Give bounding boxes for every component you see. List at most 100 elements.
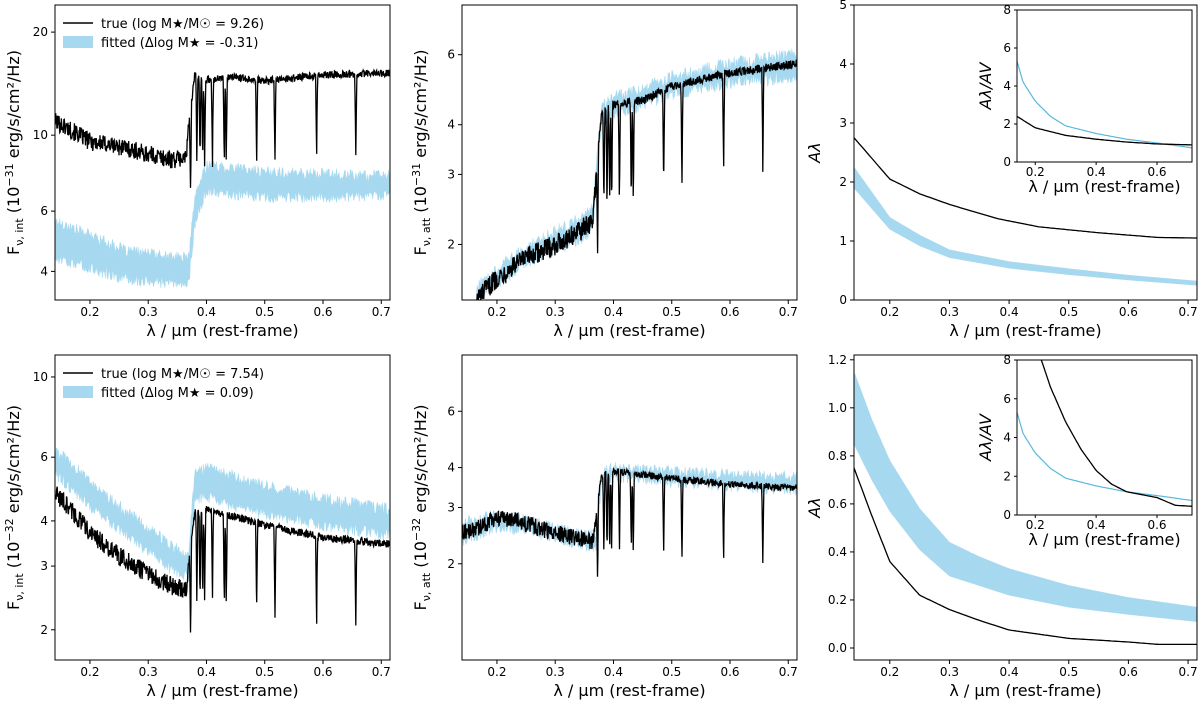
p6-inset-ytick-label: 2 [1003,469,1011,483]
p3-xtick-label: 0.7 [1179,305,1198,319]
p6-inset-frame [1016,359,1193,516]
p3-inset-bg [971,6,1196,200]
p3-true-curve [854,137,1197,239]
p2-ytick-label: 3 [447,167,455,181]
p1-ylabel-exp: −31 [3,163,16,186]
p6-ylabel: Aλ [805,497,824,518]
p5-ylabel: Fν, att (10−32 erg/s/cm²/Hz) [410,405,433,611]
p6-xtick-label: 0.2 [880,665,899,679]
p2-ylabel-main: F [411,246,430,255]
p2-ytick-label: 4 [447,118,455,132]
p3-ytick-label: 2 [839,175,847,189]
p3-inset-xtick-label: 0.2 [1026,165,1045,179]
p2-xtick-label: 0.3 [546,305,565,319]
p4-ytick-label: 6 [40,450,48,464]
p4-ylabel-end: erg/s/cm²/Hz) [4,405,23,518]
p3-ytick-label: 1 [839,234,847,248]
p6-true-curve [854,467,1197,646]
p6-inset-ytick-label: 0 [1003,508,1011,522]
p6-inset-ytick-label: 6 [1003,392,1011,406]
p3-xtick-label: 0.4 [1000,305,1019,319]
panel-p4: 0.2 0.3 0.4 0.5 0.6 0.7 2 3 4 6 10 λ / µm (rest-fra… [3,354,391,700]
p6-inset-ylabel: Aλ/AV [976,413,995,462]
p3-xtick-label: 0.5 [1059,305,1078,319]
p5-xtick-label: 0.6 [720,665,739,679]
panel-p6: 0.2 0.3 0.4 0.5 0.6 0.7 0.0 0.2 0.4 0.6 0.8 1.0 1.2 λ… [805,353,1198,700]
p6-inset-ytick-label: 8 [1003,353,1011,367]
p3-inset-ytick-label: 8 [1003,3,1011,17]
p5-ylabel-main: F [411,601,430,610]
p1-ytick-label: 4 [40,264,48,278]
p6-ytick-label: 1.0 [828,401,847,415]
p1-legend-fit-swatch [63,36,93,48]
p3-inset-ytick-label: 4 [1003,79,1011,93]
panel-p2: 0.2 0.3 0.4 0.5 0.6 0.7 2 3 4 6 λ / µm (rest-frame… [410,4,798,340]
p2-ylabel-rest: (10 [411,186,430,218]
p5-xtick-label: 0.7 [779,665,798,679]
p6-xtick-label: 0.5 [1059,665,1078,679]
p6-xlabel: λ / µm (rest-frame) [949,681,1101,700]
p6-xtick-label: 0.7 [1179,665,1198,679]
p6-inset-true-curve [1040,360,1192,507]
p4-xtick-label: 0.6 [313,665,332,679]
p4-fitted-band [55,447,390,583]
p4-xtick-label: 0.2 [80,665,99,679]
p6-inset-xtick-label: 0.6 [1147,518,1166,532]
p3-ytick-label: 0 [839,293,847,307]
p5-xtick-label: 0.4 [604,665,623,679]
p3-inset: 0.2 0.4 0.6 0 2 4 6 8 λ / µm (rest-frame) Aλ/AV [971,3,1196,200]
p5-xtick-label: 0.3 [546,665,565,679]
p5-ylabel-rest: (10 [411,541,430,573]
p1-ylabel-rest: (10 [4,187,23,219]
p5-xtick-label: 0.5 [662,665,681,679]
p6-xtick-label: 0.6 [1119,665,1138,679]
p3-fitted-band [854,166,1197,286]
p6-inset-xlabel: λ / µm (rest-frame) [1028,530,1180,549]
p4-true-curve [55,486,390,633]
p4-ylabel: Fν, int (10−32 erg/s/cm²/Hz) [3,405,26,610]
p1-ytick-label: 20 [33,25,48,39]
p3-ytick-label: 4 [839,57,847,71]
p4-xtick-label: 0.5 [255,665,274,679]
p5-ytick-label: 6 [447,404,455,418]
p4-xtick-label: 0.7 [372,665,391,679]
p6-inset-ytick-label: 4 [1003,431,1011,445]
p5-frame [461,354,798,661]
p2-ytick-label: 6 [447,48,455,62]
p6-plot-area [854,371,1197,646]
panel-p1: 0.2 0.3 0.4 0.5 0.6 0.7 4 6 10 20 λ / µm (rest-fra… [3,4,391,340]
p2-xtick-label: 0.6 [720,305,739,319]
p4-ytick-label: 2 [40,623,48,637]
p3-ylabel: Aλ [805,142,824,163]
p2-fitted-band [476,48,797,300]
panel-p3: 0.2 0.3 0.4 0.5 0.6 0.7 0 1 2 3 4 5 λ / µm (rest-fra… [805,0,1198,340]
p4-ylabel-sub: ν, int [13,573,26,601]
p5-ylabel-end: erg/s/cm²/Hz) [411,405,430,518]
p4-xlabel: λ / µm (rest-frame) [146,681,298,700]
p6-inset: 0.2 0.4 0.6 0 2 4 6 8 λ / µm (rest-frame) Aλ/AV [971,353,1196,553]
p2-xtick-label: 0.5 [662,305,681,319]
p3-xtick-label: 0.6 [1119,305,1138,319]
p4-legend-true-label: true (log M★/M☉ = 7.54) [101,367,264,382]
p1-xtick-label: 0.3 [139,305,158,319]
p1-true-curve [55,68,390,188]
p5-xlabel: λ / µm (rest-frame) [553,681,705,700]
p1-xtick-label: 0.4 [197,305,216,319]
p4-ylabel-main: F [4,601,23,610]
p1-ylabel-main: F [4,246,23,255]
p1-xtick-label: 0.5 [255,305,274,319]
p3-inset-ytick-label: 6 [1003,41,1011,55]
p1-ylabel-end: erg/s/cm²/Hz) [4,50,23,163]
p2-plot-area [476,48,797,300]
p4-ylabel-rest: (10 [4,542,23,574]
p4-xtick-label: 0.3 [139,665,158,679]
p4-ytick-label: 3 [40,559,48,573]
p2-ylabel-sub: ν, att [420,217,433,246]
p6-frame [853,354,1198,661]
p3-inset-xtick-label: 0.4 [1087,165,1106,179]
p2-frame [461,4,798,301]
p3-plot-area [854,137,1197,286]
p4-plot-area [55,447,390,633]
p6-inset-xtick-label: 0.2 [1026,518,1045,532]
p6-ytick-label: 0.8 [828,449,847,463]
